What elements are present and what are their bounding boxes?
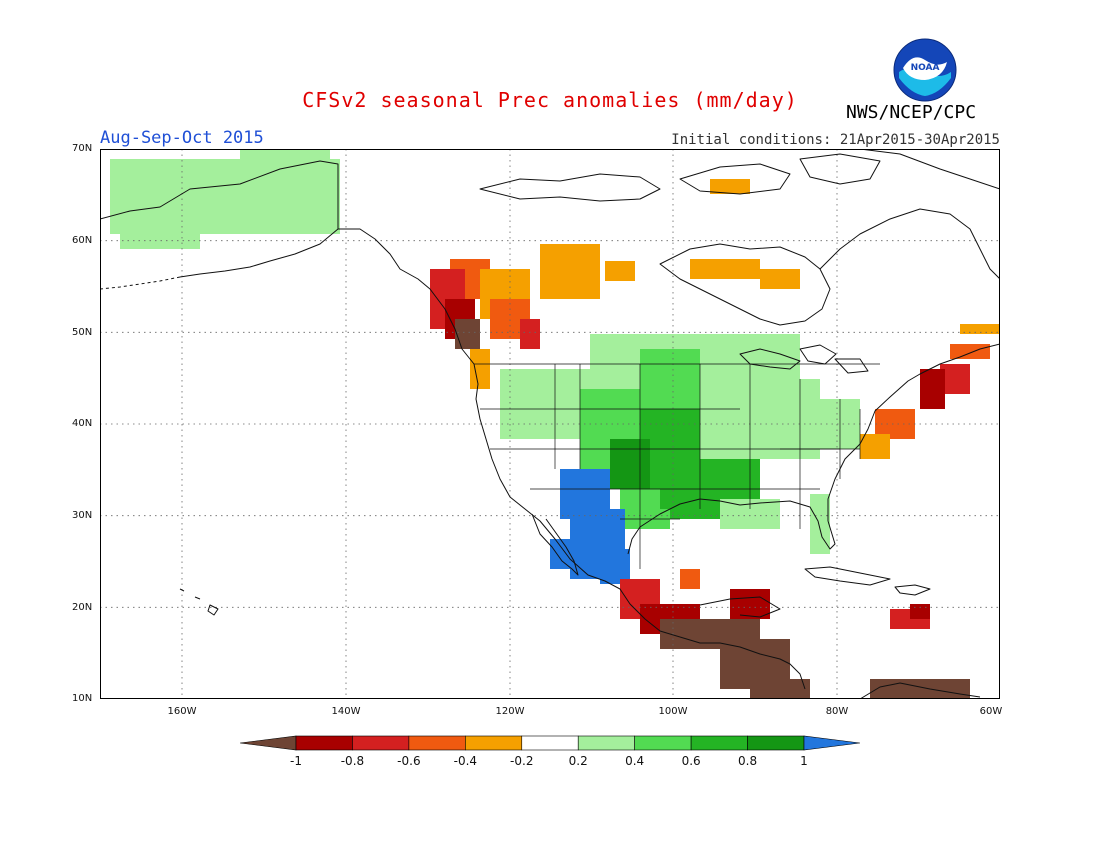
anomaly-cell (870, 679, 970, 699)
anomaly-cell (950, 344, 990, 359)
anomaly-cell (120, 234, 200, 249)
state-borders (337, 164, 880, 569)
precipitation-anomaly-map (100, 149, 1000, 699)
colorbar-segment (803, 735, 860, 751)
anomaly-cell (760, 269, 800, 289)
initial-conditions-label: Initial conditions: 21Apr2015-30Apr2015 (671, 132, 1000, 148)
anomaly-cell (800, 399, 860, 449)
season-label: Aug-Sep-Oct 2015 (100, 128, 264, 148)
anomaly-cell (920, 369, 945, 409)
anomaly-cell (520, 319, 540, 349)
anomaly-cell (610, 439, 650, 489)
anomaly-cell (710, 179, 750, 194)
lat-label: 50N (72, 327, 93, 338)
anomaly-cell (600, 549, 630, 584)
lat-label: 60N (72, 235, 93, 246)
colorbar-segment (295, 735, 353, 751)
colorbar (240, 735, 860, 751)
anomaly-cell (680, 569, 700, 589)
coastlines (100, 149, 1000, 699)
anomaly-cell (470, 349, 490, 389)
colorbar-label: -0.4 (453, 754, 478, 768)
anomaly-cell (910, 604, 930, 619)
lat-label: 30N (72, 510, 93, 521)
lat-label: 40N (72, 418, 93, 429)
anomaly-cell (730, 589, 770, 619)
anomaly-cell (110, 159, 340, 234)
agency-label: NWS/NCEP/CPC (846, 102, 977, 123)
anomaly-cell (690, 259, 760, 279)
anomaly-cell (860, 434, 890, 459)
colorbar-label: 1 (800, 754, 808, 768)
lat-label: 70N (72, 143, 93, 154)
lat-label: 20N (72, 602, 93, 613)
lat-label: 10N (72, 693, 93, 704)
colorbar-segment (690, 735, 748, 751)
anomaly-cells (110, 149, 1000, 699)
lon-label: 80W (825, 706, 849, 717)
colorbar-segment (465, 735, 523, 751)
anomaly-cell (640, 349, 700, 404)
colorbar-label: -0.2 (510, 754, 534, 768)
colorbar-segment (352, 735, 410, 751)
colorbar-label: 0.8 (738, 754, 758, 768)
anomaly-cell (605, 261, 635, 281)
anomaly-cell (455, 319, 480, 349)
colorbar-label: -1 (290, 754, 302, 768)
lon-label: 140W (331, 706, 361, 717)
colorbar-label: 0.6 (681, 754, 701, 768)
anomaly-cell (240, 149, 330, 159)
colorbar-label: 0.2 (568, 754, 588, 768)
map-title: CFSv2 seasonal Prec anomalies (mm/day) (302, 88, 798, 112)
colorbar-segment (577, 735, 635, 751)
colorbar-segment (408, 735, 466, 751)
lon-label: 60W (979, 706, 1003, 717)
anomaly-cell (960, 324, 1000, 334)
colorbar-segment (747, 735, 805, 751)
colorbar-segment (634, 735, 692, 751)
noaa-logo: NOAA (893, 38, 957, 102)
colorbar-label: -0.6 (397, 754, 421, 768)
colorbar-segment (240, 735, 297, 751)
logo-text: NOAA (911, 63, 940, 73)
lon-label: 120W (495, 706, 525, 717)
colorbar-label: -0.8 (340, 754, 365, 768)
lon-label: 100W (658, 706, 688, 717)
anomaly-cell (750, 679, 810, 699)
lon-label: 160W (167, 706, 197, 717)
colorbar-segment (521, 735, 579, 751)
anomaly-cell (540, 244, 600, 299)
colorbar-label: 0.4 (625, 754, 645, 768)
anomaly-cell (810, 494, 830, 554)
graticule (100, 149, 1000, 699)
